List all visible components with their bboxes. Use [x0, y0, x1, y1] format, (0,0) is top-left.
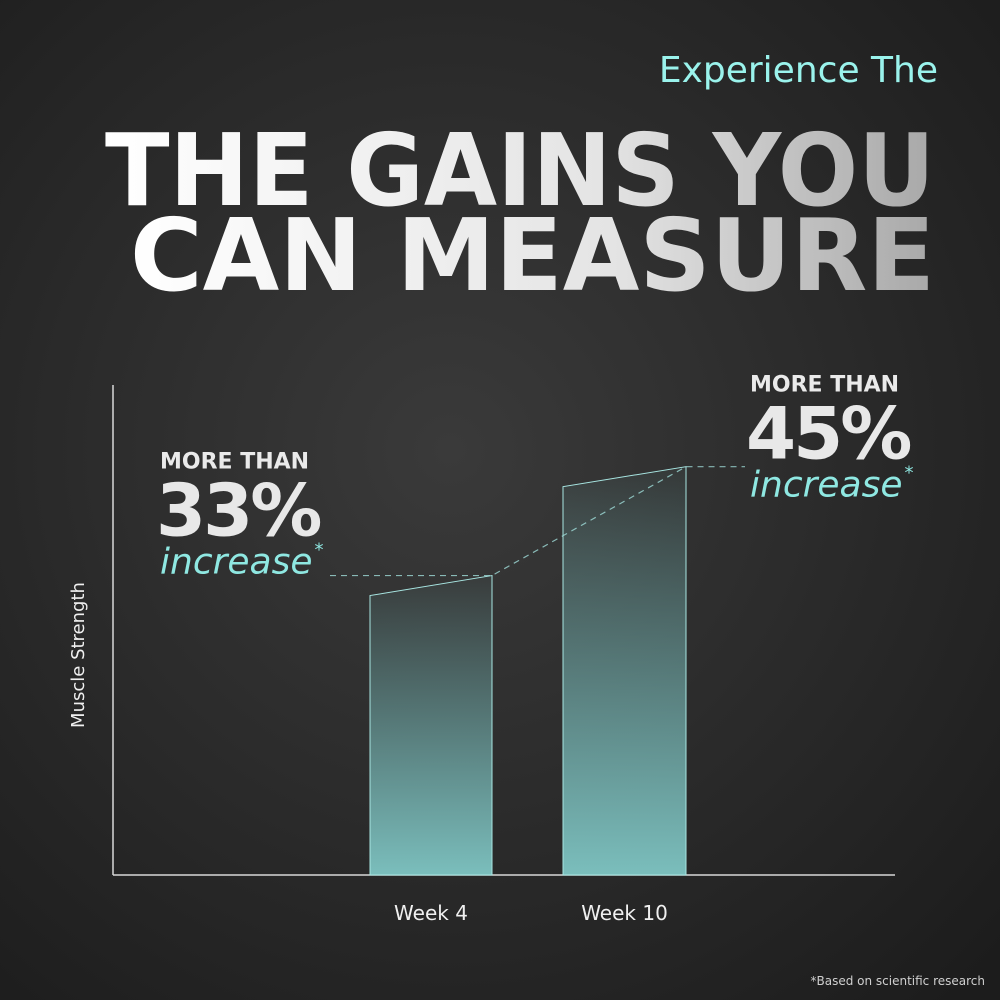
x-tick-label: Week 4	[394, 901, 468, 925]
footnote-mark: *	[315, 540, 324, 561]
connector	[330, 466, 745, 577]
bar	[369, 574, 493, 876]
bar	[562, 466, 687, 876]
annotation-prefix: MORE THAN	[750, 373, 899, 398]
supertitle: Experience The	[659, 50, 938, 91]
y-axis-label: Muscle Strength	[68, 582, 89, 728]
annotation-prefix: MORE THAN	[160, 450, 309, 475]
annotation-suffix: increase	[750, 465, 903, 506]
value-label: 33%	[156, 469, 320, 553]
annotation-suffix: increase	[160, 542, 313, 583]
footnote-mark: *	[905, 463, 914, 484]
title-line: THE GAINS YOU	[105, 112, 935, 229]
footnote: *Based on scientific research	[810, 974, 985, 988]
title-line: CAN MEASURE	[130, 197, 935, 314]
x-tick-label: Week 10	[581, 901, 668, 925]
value-label: 45%	[746, 392, 910, 476]
